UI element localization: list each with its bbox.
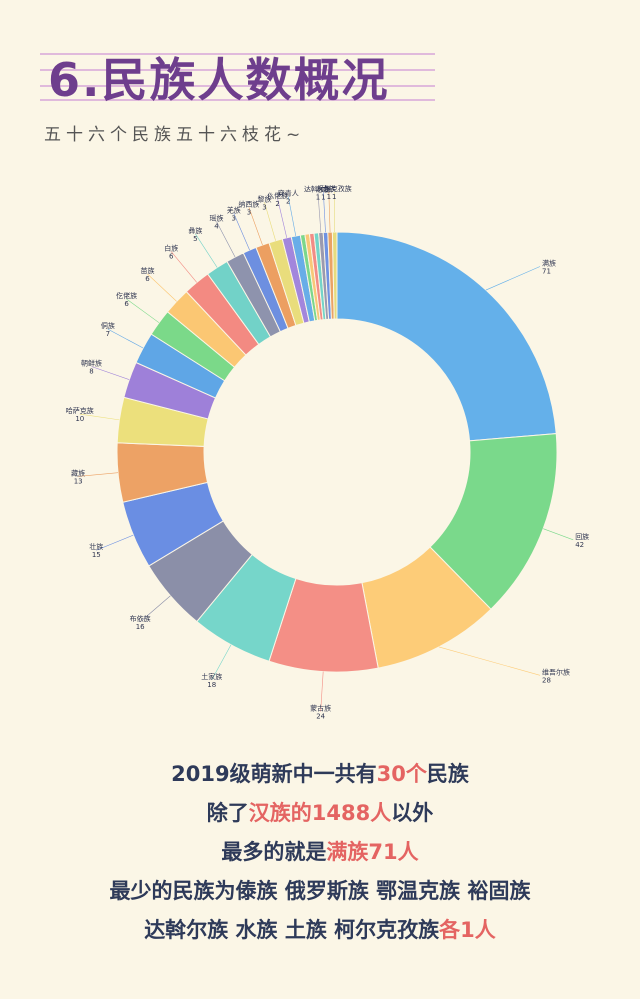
leader-line-4 <box>211 644 232 680</box>
leader-line-6 <box>96 534 134 551</box>
leader-line-13 <box>171 251 197 283</box>
leader-line-19 <box>277 198 288 238</box>
slice-label-11: 仡佬族 <box>116 291 137 300</box>
leader-line-0 <box>485 266 541 291</box>
chart-labels: 满族71回族42维吾尔族28蒙古族24土家族18布依族16壮族15藏族13哈萨克… <box>66 184 589 720</box>
conclusion-line-2: 除了汉族的1488人以外 <box>206 801 434 825</box>
leader-line-27 <box>328 192 331 233</box>
slice-value-20: 2 <box>286 198 290 206</box>
leader-line-1 <box>543 528 574 541</box>
leader-line-11 <box>126 298 160 323</box>
conclusion-line-5: 达斡尔族 水族 土族 柯尔克孜族各1人 <box>144 918 496 942</box>
conclusion-line-1: 2019级萌新中一共有30个民族 <box>171 762 469 786</box>
slice-value-27: 1 <box>327 193 331 201</box>
conclusion-block: 2019级萌新中一共有30个民族 除了汉族的1488人以外 最多的就是满族71人… <box>0 755 640 950</box>
title-block: 6.民族人数概况 <box>40 38 435 108</box>
donut-chart: 满族71回族42维吾尔族28蒙古族24土家族18布依族16壮族15藏族13哈萨克… <box>66 184 589 720</box>
slice-value-14: 5 <box>193 235 197 243</box>
slice-label-4: 土家族 <box>201 672 222 681</box>
leader-line-18 <box>264 202 276 241</box>
conclusion-line-4: 最少的民族为傣族 俄罗斯族 鄂温克族 裕固族 <box>109 879 531 903</box>
slice-label-3: 蒙古族 <box>310 703 331 712</box>
slice-label-2: 维吾尔族 <box>542 667 570 676</box>
slice-value-6: 15 <box>92 551 101 559</box>
slice-label-9: 朝鲜族 <box>81 358 102 367</box>
slice-label-20: 穿青人 <box>278 189 299 198</box>
slice-label-7: 藏族 <box>71 468 85 477</box>
slice-label-14: 彝族 <box>188 226 202 235</box>
leader-line-17 <box>248 207 263 246</box>
slice-label-1: 回族 <box>575 532 589 541</box>
leader-line-26 <box>323 192 326 233</box>
slice-label-6: 壮族 <box>89 542 103 551</box>
slice-value-3: 24 <box>316 712 325 720</box>
leader-line-9 <box>91 366 130 380</box>
slice-value-28: 1 <box>332 193 336 201</box>
leader-line-12 <box>147 273 177 302</box>
leader-line-3 <box>320 671 324 712</box>
chart-slices <box>116 231 558 673</box>
slice-label-19: 仫佬族 <box>267 191 288 200</box>
page-title: 6.民族人数概况 <box>48 53 390 107</box>
slice-value-19: 2 <box>275 200 279 208</box>
slice-value-2: 28 <box>542 676 551 684</box>
slice-value-16: 3 <box>232 214 236 222</box>
slice-value-4: 18 <box>207 681 216 689</box>
leader-line-10 <box>107 328 144 349</box>
slice-label-10: 侗族 <box>101 321 115 330</box>
slice-value-5: 16 <box>136 623 145 631</box>
slice-label-12: 苗族 <box>140 266 154 275</box>
leader-line-7 <box>78 472 119 477</box>
slice-label-8: 哈萨克族 <box>66 406 94 415</box>
slice-value-26: 1 <box>321 193 325 201</box>
slice-0 <box>336 231 557 442</box>
leader-line-15 <box>216 221 236 258</box>
slice-label-5: 布依族 <box>130 614 151 623</box>
leader-line-25 <box>317 192 322 233</box>
slice-value-0: 71 <box>542 268 551 276</box>
slice-label-27: 土族 <box>322 184 336 193</box>
slice-label-0: 满族 <box>542 259 556 268</box>
leader-line-16 <box>233 213 250 251</box>
slice-value-1: 42 <box>575 541 584 549</box>
page-subtitle: 五十六个民族五十六枝花~ <box>44 125 306 145</box>
slice-label-17: 纳西族 <box>238 199 259 208</box>
slice-label-13: 白族 <box>164 244 178 253</box>
slice-label-18: 黎族 <box>257 194 271 203</box>
title-underline <box>40 53 435 101</box>
slice-28 <box>331 231 338 320</box>
slice-value-9: 8 <box>89 367 93 375</box>
slice-value-17: 3 <box>247 208 251 216</box>
slice-value-7: 13 <box>74 477 83 485</box>
leader-line-20 <box>287 196 297 236</box>
slice-value-12: 6 <box>145 275 150 283</box>
chart-leader-lines <box>78 192 574 712</box>
slice-value-10: 7 <box>106 330 110 338</box>
slice-value-25: 1 <box>316 194 320 202</box>
leader-line-5 <box>139 595 171 623</box>
slice-value-8: 10 <box>75 415 84 423</box>
conclusion-line-3: 最多的就是满族71人 <box>221 840 419 864</box>
slice-label-15: 瑶族 <box>210 214 224 223</box>
slice-label-16: 羌族 <box>227 205 241 214</box>
slice-value-11: 6 <box>124 300 129 308</box>
leader-line-2 <box>438 646 541 676</box>
slice-label-25: 达斡尔族 <box>304 185 332 194</box>
leader-line-8 <box>79 413 120 421</box>
slice-value-13: 6 <box>169 253 174 261</box>
slice-value-15: 4 <box>214 223 219 231</box>
leader-line-14 <box>195 233 218 268</box>
slice-value-18: 3 <box>262 203 266 211</box>
slice-label-28: 柯尔克孜族 <box>317 184 352 193</box>
slice-label-26: 水族 <box>316 184 330 193</box>
